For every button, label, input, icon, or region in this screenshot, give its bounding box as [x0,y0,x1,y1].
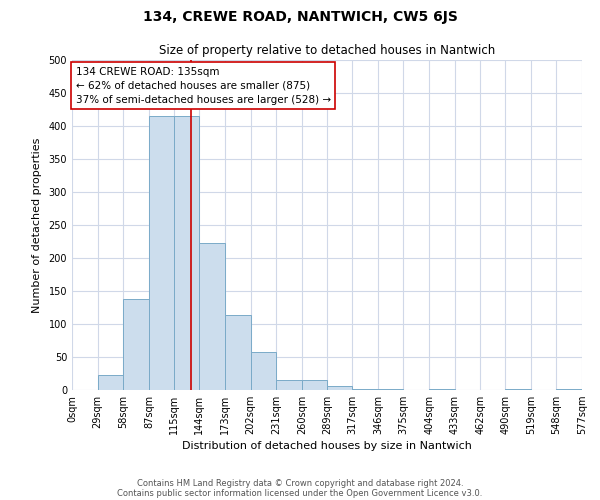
Bar [149,116,173,390]
Bar [199,244,225,390]
Bar [173,116,199,390]
X-axis label: Distribution of detached houses by size in Nantwich: Distribution of detached houses by size … [182,442,472,452]
Bar [302,380,328,390]
Text: Contains HM Land Registry data © Crown copyright and database right 2024.: Contains HM Land Registry data © Crown c… [137,478,463,488]
Bar [251,352,276,390]
Bar [123,299,149,390]
Title: Size of property relative to detached houses in Nantwich: Size of property relative to detached ho… [159,44,495,58]
Text: Contains public sector information licensed under the Open Government Licence v3: Contains public sector information licen… [118,488,482,498]
Bar [225,316,251,390]
Y-axis label: Number of detached properties: Number of detached properties [32,138,41,312]
Bar [276,380,302,390]
Text: 134 CREWE ROAD: 135sqm
← 62% of detached houses are smaller (875)
37% of semi-de: 134 CREWE ROAD: 135sqm ← 62% of detached… [76,66,331,104]
Text: 134, CREWE ROAD, NANTWICH, CW5 6JS: 134, CREWE ROAD, NANTWICH, CW5 6JS [143,10,457,24]
Bar [98,376,123,390]
Bar [328,386,352,390]
